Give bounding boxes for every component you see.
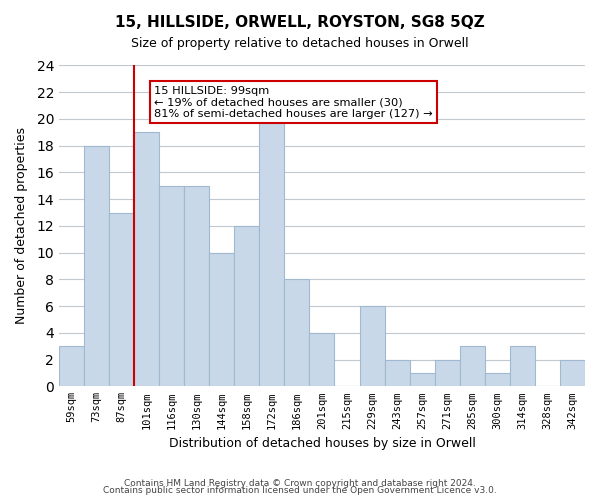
Bar [234,226,259,386]
Bar [560,360,585,386]
Bar [310,333,334,386]
Bar [510,346,535,387]
Bar [84,146,109,386]
Bar [259,119,284,386]
Text: Size of property relative to detached houses in Orwell: Size of property relative to detached ho… [131,38,469,51]
Bar [284,280,310,386]
Bar [460,346,485,387]
Text: 15, HILLSIDE, ORWELL, ROYSTON, SG8 5QZ: 15, HILLSIDE, ORWELL, ROYSTON, SG8 5QZ [115,15,485,30]
Bar [109,212,134,386]
Bar [434,360,460,386]
Text: 15 HILLSIDE: 99sqm
← 19% of detached houses are smaller (30)
81% of semi-detache: 15 HILLSIDE: 99sqm ← 19% of detached hou… [154,86,433,119]
Bar [485,373,510,386]
Text: Contains HM Land Registry data © Crown copyright and database right 2024.: Contains HM Land Registry data © Crown c… [124,478,476,488]
Bar [59,346,84,387]
Bar [385,360,410,386]
Bar [209,252,234,386]
Bar [159,186,184,386]
Text: Contains public sector information licensed under the Open Government Licence v3: Contains public sector information licen… [103,486,497,495]
Y-axis label: Number of detached properties: Number of detached properties [15,128,28,324]
Bar [134,132,159,386]
Bar [359,306,385,386]
X-axis label: Distribution of detached houses by size in Orwell: Distribution of detached houses by size … [169,437,475,450]
Bar [410,373,434,386]
Bar [184,186,209,386]
